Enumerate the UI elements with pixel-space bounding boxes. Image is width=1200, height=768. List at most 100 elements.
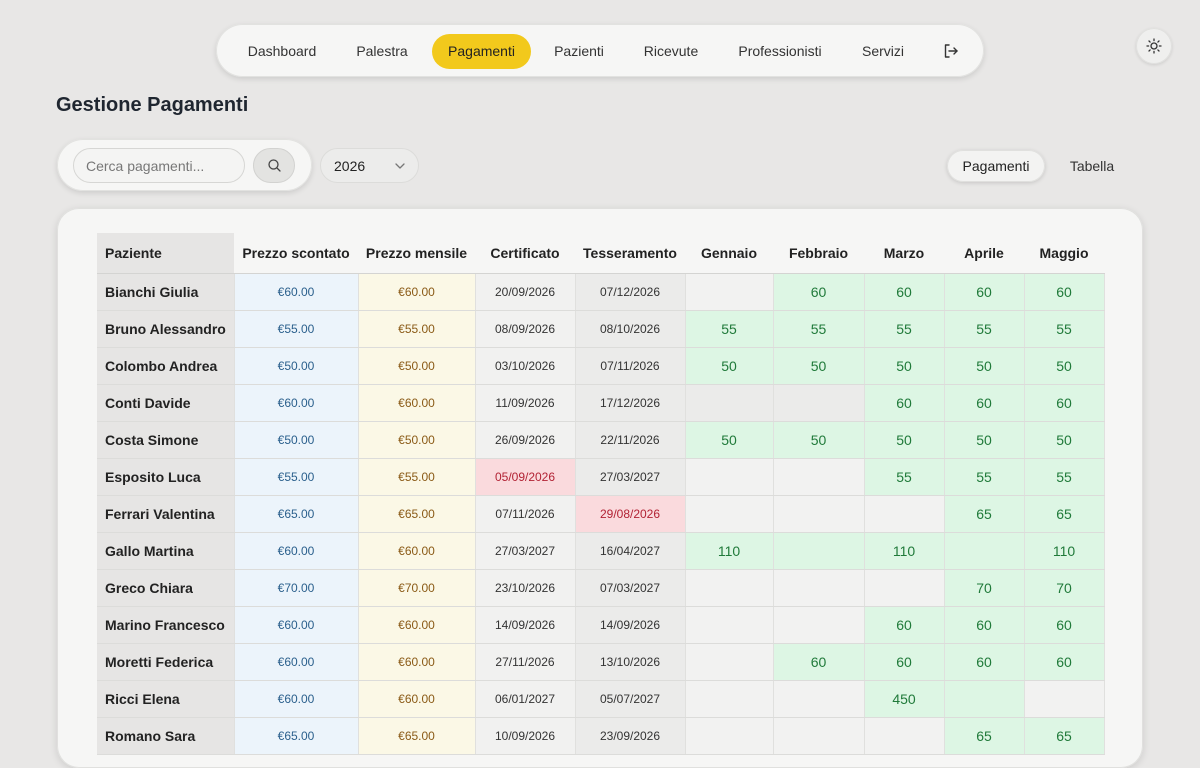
- header-certificato[interactable]: Certificato: [475, 233, 575, 274]
- table-row[interactable]: Bruno Alessandro €55.00 €55.00 08/09/2026 08…: [97, 310, 1105, 348]
- month-payment-cell[interactable]: 55: [685, 310, 774, 348]
- month-payment-cell[interactable]: [773, 680, 865, 718]
- table-row[interactable]: Bianchi Giulia €60.00 €60.00 20/09/2026 07/1…: [97, 273, 1105, 311]
- month-payment-cell[interactable]: 50: [1024, 347, 1105, 385]
- month-payment-cell[interactable]: 60: [944, 606, 1025, 644]
- month-payment-cell[interactable]: [685, 643, 774, 681]
- month-payment-cell[interactable]: [864, 569, 945, 607]
- month-payment-cell[interactable]: 50: [864, 347, 945, 385]
- month-payment-cell[interactable]: 65: [1024, 717, 1105, 755]
- month-payment-cell[interactable]: 110: [864, 532, 945, 570]
- month-payment-cell[interactable]: 60: [773, 273, 865, 311]
- theme-toggle-button[interactable]: [1136, 28, 1172, 64]
- table-row[interactable]: Marino Francesco €60.00 €60.00 14/09/2026 14…: [97, 606, 1105, 644]
- month-payment-cell[interactable]: [864, 717, 945, 755]
- table-row[interactable]: Colombo Andrea €50.00 €50.00 03/10/2026 07/1…: [97, 347, 1105, 385]
- header-prezzo-mensile[interactable]: Prezzo mensile: [358, 233, 475, 274]
- month-payment-cell[interactable]: 60: [1024, 384, 1105, 422]
- month-payment-cell[interactable]: 55: [864, 310, 945, 348]
- month-payment-cell[interactable]: [773, 532, 865, 570]
- month-payment-cell[interactable]: [1024, 680, 1105, 718]
- month-payment-cell[interactable]: 50: [773, 421, 865, 459]
- month-payment-cell[interactable]: 50: [864, 421, 945, 459]
- month-payment-cell[interactable]: 60: [944, 643, 1025, 681]
- table-row[interactable]: Romano Sara €65.00 €65.00 10/09/2026 23/09/2…: [97, 717, 1105, 755]
- month-payment-cell[interactable]: 55: [944, 458, 1025, 496]
- table-row[interactable]: Costa Simone €50.00 €50.00 26/09/2026 22/11/…: [97, 421, 1105, 459]
- month-payment-cell[interactable]: [685, 680, 774, 718]
- month-payment-cell[interactable]: [773, 495, 865, 533]
- month-payment-cell[interactable]: 55: [1024, 458, 1105, 496]
- header-gennaio[interactable]: Gennaio: [685, 233, 773, 274]
- month-payment-cell[interactable]: 60: [1024, 273, 1105, 311]
- month-payment-cell[interactable]: 60: [1024, 606, 1105, 644]
- view-toggle-tabella[interactable]: Tabella: [1069, 158, 1115, 174]
- header-marzo[interactable]: Marzo: [864, 233, 944, 274]
- month-payment-cell[interactable]: 55: [944, 310, 1025, 348]
- month-payment-cell[interactable]: 55: [773, 310, 865, 348]
- logout-icon[interactable]: [940, 40, 962, 62]
- month-payment-cell[interactable]: 60: [944, 384, 1025, 422]
- month-payment-cell[interactable]: 450: [864, 680, 945, 718]
- nav-servizi[interactable]: Servizi: [861, 43, 904, 59]
- nav-professionisti[interactable]: Professionisti: [738, 43, 822, 59]
- search-input[interactable]: [73, 148, 245, 183]
- table-row[interactable]: Ferrari Valentina €65.00 €65.00 07/11/2026 2…: [97, 495, 1105, 533]
- month-payment-cell[interactable]: 55: [1024, 310, 1105, 348]
- month-payment-cell[interactable]: [685, 717, 774, 755]
- table-row[interactable]: Greco Chiara €70.00 €70.00 23/10/2026 07/03/…: [97, 569, 1105, 607]
- month-payment-cell[interactable]: [944, 680, 1025, 718]
- year-select[interactable]: 2026: [320, 148, 419, 183]
- nav-dashboard[interactable]: Dashboard: [247, 43, 317, 59]
- month-payment-cell[interactable]: 65: [1024, 495, 1105, 533]
- month-payment-cell[interactable]: 50: [944, 347, 1025, 385]
- header-prezzo-scontato[interactable]: Prezzo scontato: [234, 233, 358, 274]
- month-payment-cell[interactable]: 60: [944, 273, 1025, 311]
- table-row[interactable]: Conti Davide €60.00 €60.00 11/09/2026 17/12/…: [97, 384, 1105, 422]
- header-paziente[interactable]: Paziente: [97, 233, 234, 274]
- table-row[interactable]: Esposito Luca €55.00 €55.00 05/09/2026 27/03…: [97, 458, 1105, 496]
- table-row[interactable]: Ricci Elena €60.00 €60.00 06/01/2027 05/07/2…: [97, 680, 1105, 718]
- month-payment-cell[interactable]: 110: [685, 532, 774, 570]
- month-payment-cell[interactable]: 65: [944, 717, 1025, 755]
- nav-pazienti[interactable]: Pazienti: [554, 43, 604, 59]
- month-payment-cell[interactable]: [773, 458, 865, 496]
- nav-ricevute[interactable]: Ricevute: [643, 43, 699, 59]
- month-payment-cell[interactable]: [685, 458, 774, 496]
- month-payment-cell[interactable]: 50: [685, 421, 774, 459]
- month-payment-cell[interactable]: [944, 532, 1025, 570]
- month-payment-cell[interactable]: 65: [944, 495, 1025, 533]
- month-payment-cell[interactable]: 60: [773, 643, 865, 681]
- month-payment-cell[interactable]: 70: [944, 569, 1025, 607]
- view-toggle-pagamenti[interactable]: Pagamenti: [947, 150, 1045, 182]
- month-payment-cell[interactable]: [773, 717, 865, 755]
- month-payment-cell[interactable]: [864, 495, 945, 533]
- month-payment-cell[interactable]: [685, 569, 774, 607]
- header-maggio[interactable]: Maggio: [1024, 233, 1104, 274]
- table-row[interactable]: Moretti Federica €60.00 €60.00 27/11/2026 13…: [97, 643, 1105, 681]
- header-aprile[interactable]: Aprile: [944, 233, 1024, 274]
- month-payment-cell[interactable]: 50: [944, 421, 1025, 459]
- month-payment-cell[interactable]: [773, 384, 865, 422]
- header-febbraio[interactable]: Febbraio: [773, 233, 864, 274]
- month-payment-cell[interactable]: 70: [1024, 569, 1105, 607]
- month-payment-cell[interactable]: [685, 495, 774, 533]
- month-payment-cell[interactable]: 60: [864, 606, 945, 644]
- month-payment-cell[interactable]: 50: [773, 347, 865, 385]
- month-payment-cell[interactable]: 60: [864, 273, 945, 311]
- month-payment-cell[interactable]: 50: [685, 347, 774, 385]
- search-button[interactable]: [253, 148, 295, 183]
- month-payment-cell[interactable]: [773, 569, 865, 607]
- month-payment-cell[interactable]: [685, 606, 774, 644]
- month-payment-cell[interactable]: 110: [1024, 532, 1105, 570]
- month-payment-cell[interactable]: 60: [1024, 643, 1105, 681]
- month-payment-cell[interactable]: [685, 273, 774, 311]
- month-payment-cell[interactable]: 50: [1024, 421, 1105, 459]
- nav-palestra[interactable]: Palestra: [356, 43, 408, 59]
- table-row[interactable]: Gallo Martina €60.00 €60.00 27/03/2027 16/04…: [97, 532, 1105, 570]
- nav-pagamenti[interactable]: Pagamenti: [432, 34, 531, 69]
- header-tesseramento[interactable]: Tesseramento: [575, 233, 685, 274]
- month-payment-cell[interactable]: [773, 606, 865, 644]
- month-payment-cell[interactable]: 60: [864, 384, 945, 422]
- month-payment-cell[interactable]: 60: [864, 643, 945, 681]
